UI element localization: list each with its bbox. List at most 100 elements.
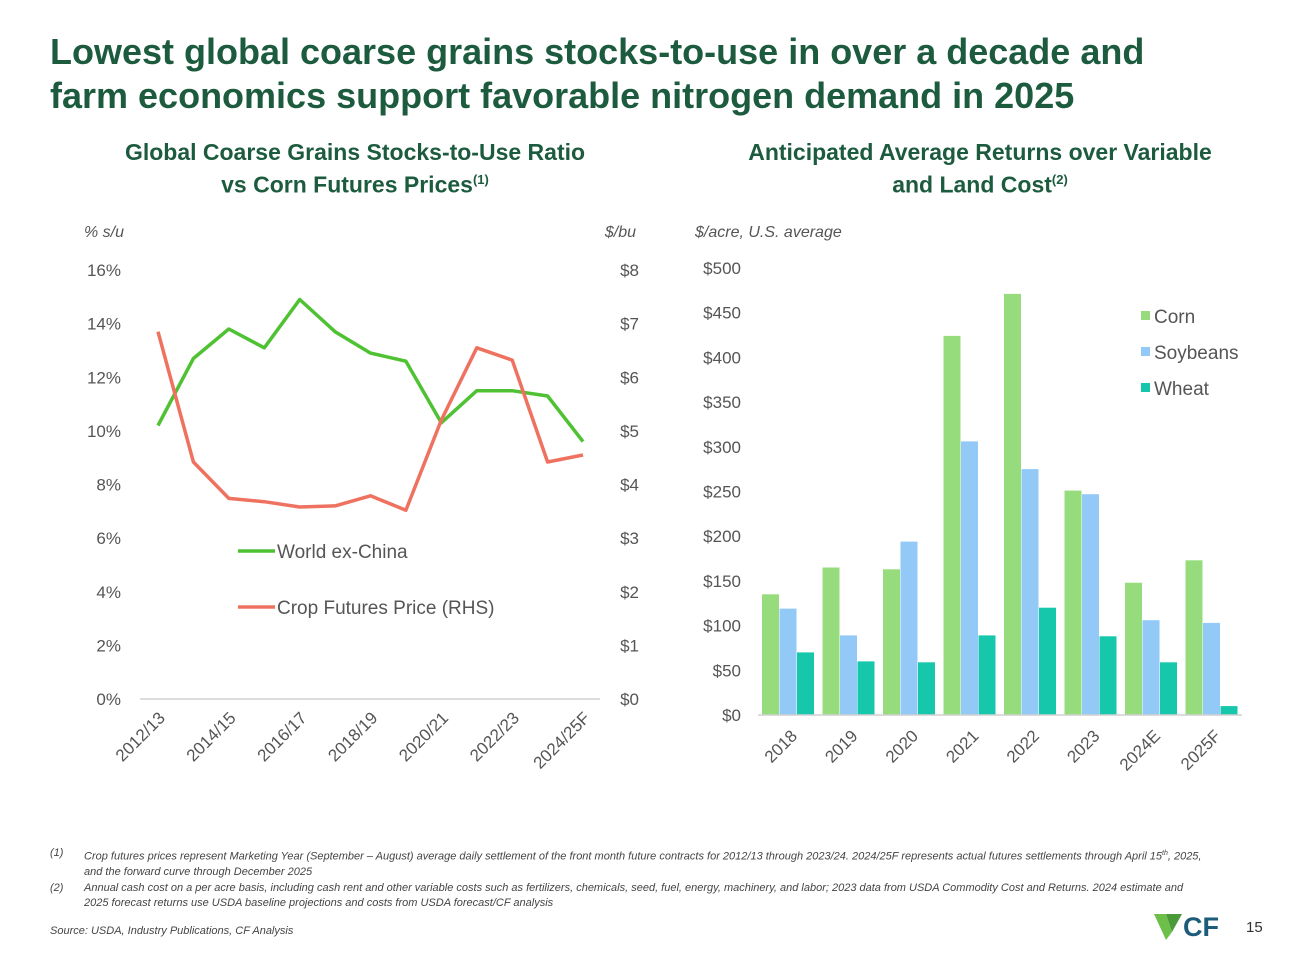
right-y-tick-label: $2 bbox=[620, 583, 639, 602]
bar bbox=[1142, 620, 1160, 715]
footnote-1: (1) Crop futures prices represent Market… bbox=[50, 846, 1210, 880]
bar bbox=[943, 335, 961, 715]
series-line bbox=[156, 297, 585, 443]
slide-title-line1: Lowest global coarse grains stocks-to-us… bbox=[50, 31, 1145, 72]
footnotes: (1) Crop futures prices represent Market… bbox=[50, 846, 1210, 912]
bar bbox=[961, 441, 978, 715]
left-y-tick-label: 14% bbox=[87, 315, 121, 334]
bar-y-tick-label: $150 bbox=[703, 572, 741, 591]
bar-y-tick-label: $350 bbox=[703, 393, 741, 412]
left-y-tick-label: 10% bbox=[87, 422, 121, 441]
bar-x-tick-label: 2022 bbox=[1003, 726, 1043, 766]
left-chart-title: Global Coarse Grains Stocks-to-Use Ratio… bbox=[80, 138, 630, 199]
slide-title: Lowest global coarse grains stocks-to-us… bbox=[50, 30, 1270, 118]
bar bbox=[822, 567, 840, 715]
legend-label: World ex-China bbox=[277, 542, 408, 563]
left-y-tick-label: 12% bbox=[87, 368, 121, 387]
bar bbox=[1125, 582, 1142, 715]
footnote-1-sup: th bbox=[1162, 850, 1168, 857]
bar bbox=[797, 652, 814, 715]
bar bbox=[1203, 622, 1220, 715]
right-y-tick-label: $8 bbox=[620, 261, 639, 280]
bar-x-tick-label: 2019 bbox=[821, 726, 861, 766]
right-chart-title: Anticipated Average Returns over Variabl… bbox=[700, 138, 1260, 199]
slide-title-line2: farm economics support favorable nitroge… bbox=[50, 75, 1075, 116]
bar bbox=[1064, 490, 1082, 715]
bar bbox=[1220, 706, 1238, 715]
bar bbox=[900, 541, 918, 715]
bar bbox=[978, 635, 996, 715]
bar-y-tick-label: $200 bbox=[703, 527, 741, 546]
bar bbox=[1099, 636, 1117, 715]
line-chart: % s/u $/bu 0% 2% 4% 6% 8% 10% 12% 14% 16% $0 $1 $2 $3 $… bbox=[84, 224, 639, 773]
x-tick-label: 2024/25F bbox=[530, 708, 594, 772]
bar-legend-label: Corn bbox=[1154, 307, 1195, 328]
bar-x-tick-label: 2025F bbox=[1177, 726, 1225, 774]
left-y-tick-label: 0% bbox=[96, 690, 121, 709]
left-y-tick-label: 4% bbox=[96, 583, 121, 602]
right-y-tick-label: $1 bbox=[620, 636, 639, 655]
right-chart-title-line2: and Land Cost bbox=[892, 171, 1052, 198]
bar bbox=[1082, 494, 1099, 715]
footnote-2: (2) Annual cash cost on a per acre basis… bbox=[50, 881, 1210, 911]
x-tick-label: 2014/15 bbox=[183, 708, 240, 765]
right-y-tick-label: $6 bbox=[620, 368, 639, 387]
left-y-tick-label: 6% bbox=[96, 529, 121, 548]
right-y-tick-label: $5 bbox=[620, 422, 639, 441]
bar-y-tick-label: $400 bbox=[703, 348, 741, 367]
right-chart-title-note: (2) bbox=[1051, 172, 1068, 187]
bar bbox=[1004, 293, 1021, 715]
left-y-tick-label: 2% bbox=[96, 636, 121, 655]
bar-legend-label: Soybeans bbox=[1154, 343, 1239, 364]
bar bbox=[840, 635, 857, 715]
bar-chart: $/acre, U.S. average $0 $50 $100 $150 $200 $25… bbox=[694, 224, 1242, 775]
right-axis-unit: $/bu bbox=[604, 224, 636, 241]
bar-axis-unit: $/acre, U.S. average bbox=[694, 224, 842, 241]
legend-label: Crop Futures Price (RHS) bbox=[277, 598, 495, 619]
right-y-tick-label: $3 bbox=[620, 529, 639, 548]
left-chart-title-note: (1) bbox=[472, 172, 489, 187]
source-note: Source: USDA, Industry Publications, CF … bbox=[50, 925, 294, 937]
footnote-1-number: (1) bbox=[50, 847, 64, 859]
bar-legend-swatch bbox=[1141, 347, 1150, 356]
bar-y-tick-label: $100 bbox=[703, 617, 741, 636]
bar-legend-swatch bbox=[1141, 311, 1150, 320]
right-y-tick-label: $0 bbox=[620, 690, 639, 709]
footnote-2-text: Annual cash cost on a per acre basis, in… bbox=[84, 881, 1184, 909]
bar bbox=[779, 608, 797, 715]
bar bbox=[918, 662, 935, 715]
footnote-1-text-main: Crop futures prices represent Marketing … bbox=[84, 850, 1162, 863]
left-chart-title-line1: Global Coarse Grains Stocks-to-Use Ratio bbox=[124, 139, 586, 165]
bar-x-tick-label: 2024E bbox=[1116, 726, 1164, 774]
right-y-tick-label: $4 bbox=[620, 476, 639, 495]
x-tick-label: 2020/21 bbox=[395, 708, 452, 765]
cf-logo-icon bbox=[1154, 914, 1182, 940]
logo-text: CF bbox=[1183, 912, 1219, 942]
page-number: 15 bbox=[1246, 919, 1263, 936]
bar-y-tick-label: $250 bbox=[703, 483, 741, 502]
left-y-tick-label: 8% bbox=[96, 476, 121, 495]
footnote-1-text-after: , 2025, and the forward curve through De… bbox=[84, 850, 1202, 878]
series-line bbox=[156, 331, 584, 512]
bar-legend-label: Wheat bbox=[1154, 379, 1210, 400]
bar-y-tick-label: $0 bbox=[722, 706, 741, 725]
x-tick-label: 2022/23 bbox=[466, 708, 523, 765]
bar-x-tick-label: 2020 bbox=[882, 726, 922, 766]
bar-y-tick-label: $450 bbox=[703, 304, 741, 323]
footnote-1-text: Crop futures prices represent Marketing … bbox=[84, 846, 1210, 880]
x-tick-label: 2012/13 bbox=[112, 708, 169, 765]
left-y-tick-label: 16% bbox=[87, 261, 121, 280]
bar-x-tick-label: 2021 bbox=[942, 726, 982, 766]
right-chart-title-line1: Anticipated Average Returns over Variabl… bbox=[748, 139, 1212, 165]
bar-y-tick-label: $50 bbox=[713, 661, 741, 680]
bar bbox=[1021, 469, 1039, 715]
bar-y-tick-label: $500 bbox=[703, 259, 741, 278]
left-chart-title-line2: vs Corn Futures Prices bbox=[221, 171, 473, 198]
x-tick-label: 2016/17 bbox=[254, 708, 311, 765]
bar-x-tick-label: 2023 bbox=[1063, 726, 1103, 766]
bar bbox=[857, 661, 875, 715]
bar bbox=[1039, 607, 1056, 715]
bar bbox=[1160, 662, 1177, 715]
bar-y-tick-label: $300 bbox=[703, 438, 741, 457]
